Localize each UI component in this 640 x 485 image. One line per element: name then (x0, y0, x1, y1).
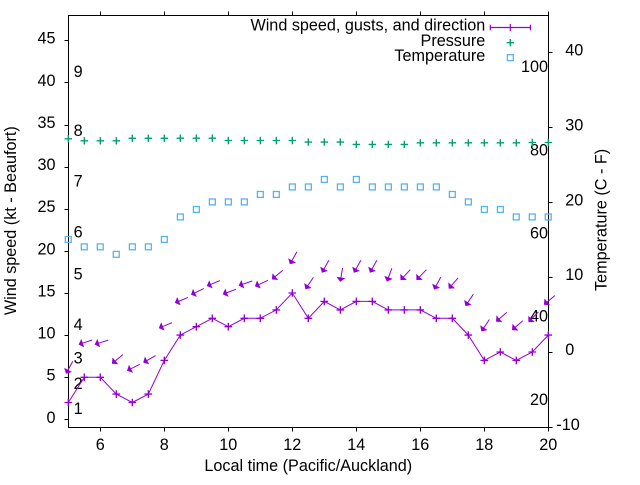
svg-text:30: 30 (565, 117, 583, 135)
svg-text:40: 40 (37, 72, 55, 90)
svg-text:Local time (Pacific/Auckland): Local time (Pacific/Auckland) (204, 457, 412, 475)
svg-text:35: 35 (37, 114, 55, 132)
svg-text:8: 8 (74, 122, 83, 140)
svg-text:4: 4 (74, 316, 83, 334)
svg-text:18: 18 (475, 436, 493, 454)
svg-text:10: 10 (37, 325, 55, 343)
svg-text:40: 40 (530, 308, 548, 326)
svg-text:Wind speed (kt - Beaufort): Wind speed (kt - Beaufort) (2, 126, 20, 315)
svg-text:20: 20 (565, 191, 583, 209)
svg-text:40: 40 (565, 42, 583, 60)
svg-text:15: 15 (37, 282, 55, 300)
svg-text:20: 20 (530, 391, 548, 409)
svg-text:1: 1 (74, 400, 83, 418)
svg-text:12: 12 (283, 436, 301, 454)
svg-text:Pressure: Pressure (421, 32, 486, 50)
svg-text:Wind speed, gusts, and directi: Wind speed, gusts, and direction (250, 17, 485, 35)
svg-text:0: 0 (565, 341, 574, 359)
svg-text:20: 20 (539, 436, 557, 454)
svg-text:-10: -10 (556, 416, 579, 434)
svg-text:Temperature: Temperature (394, 47, 485, 65)
svg-text:6: 6 (74, 223, 83, 241)
svg-text:5: 5 (74, 265, 83, 283)
svg-text:2: 2 (74, 375, 83, 393)
svg-text:16: 16 (411, 436, 429, 454)
svg-text:6: 6 (96, 436, 105, 454)
svg-text:5: 5 (46, 367, 55, 385)
svg-text:9: 9 (74, 63, 83, 81)
svg-text:45: 45 (37, 30, 55, 48)
svg-text:80: 80 (530, 141, 548, 159)
svg-text:30: 30 (37, 156, 55, 174)
svg-text:60: 60 (530, 225, 548, 243)
svg-text:3: 3 (74, 350, 83, 368)
svg-text:Temperature (C - F): Temperature (C - F) (592, 149, 610, 291)
svg-text:8: 8 (160, 436, 169, 454)
svg-text:10: 10 (219, 436, 237, 454)
svg-text:20: 20 (37, 240, 55, 258)
svg-text:10: 10 (565, 266, 583, 284)
svg-text:0: 0 (46, 409, 55, 427)
svg-text:100: 100 (521, 58, 548, 76)
svg-text:25: 25 (37, 198, 55, 216)
svg-text:14: 14 (347, 436, 365, 454)
svg-text:7: 7 (74, 173, 83, 191)
